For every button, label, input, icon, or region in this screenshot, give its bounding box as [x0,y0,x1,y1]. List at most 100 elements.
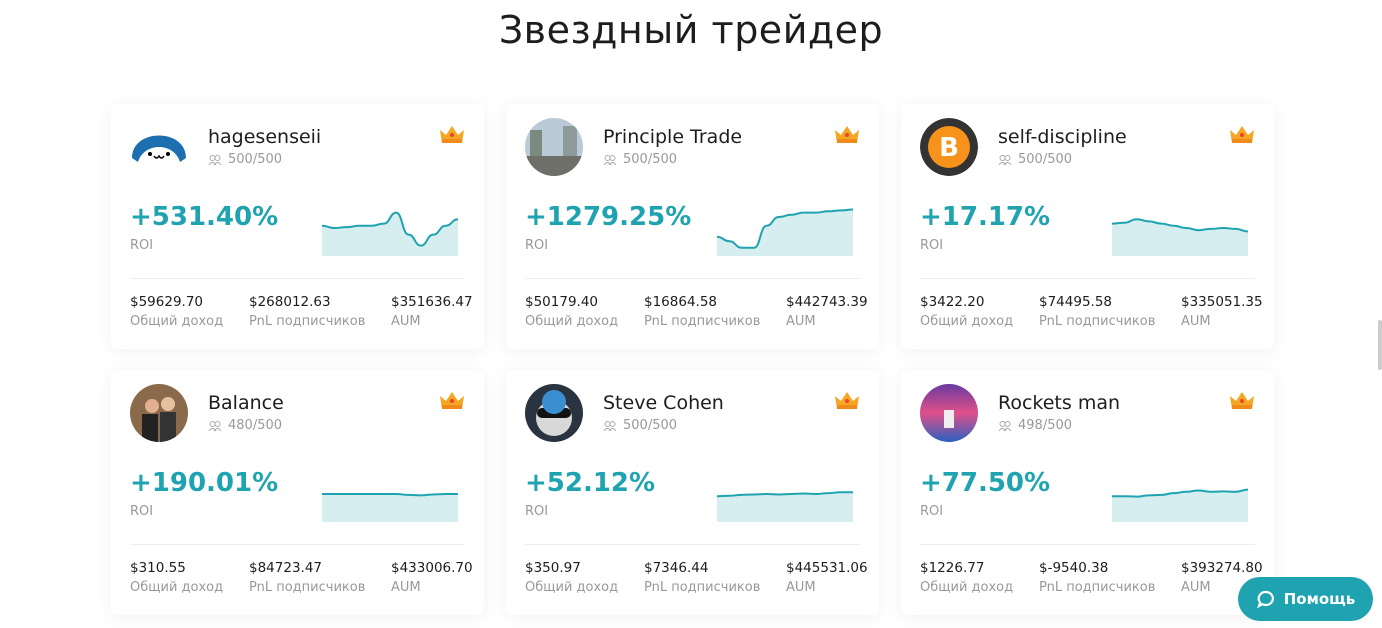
aum-value: $335051.35 [1181,294,1263,310]
roi-value: +190.01% [130,468,279,498]
sparkline-area [322,494,458,522]
users-icon [998,420,1012,431]
trader-card[interactable]: B self-discipline 500/500 +17.17% ROI $3… [901,104,1274,349]
aum-value: $442743.39 [786,294,868,310]
subscribers-count: 500/500 [208,152,282,167]
pnl-label: PnL подписчиков [644,580,761,595]
divider [525,278,860,279]
aum-label: AUM [1181,314,1211,329]
trader-card[interactable]: Principle Trade 500/500 +1279.25% ROI $5… [506,104,879,349]
trader-card[interactable]: Rockets man 498/500 +77.50% ROI $1226.77… [901,370,1274,615]
subscribers-count: 500/500 [998,152,1072,167]
avatar: B [920,118,978,176]
roi-sparkline [322,493,458,522]
income-label: Общий доход [130,314,224,329]
aum-value: $351636.47 [391,294,473,310]
trader-name[interactable]: self-discipline [998,126,1127,148]
pnl-stat: $7346.44 PnL подписчиков [644,560,760,595]
aum-stat: $442743.39 AUM [786,294,868,329]
roi-sparkline [1112,488,1248,522]
divider [920,544,1255,545]
users-icon [208,420,222,431]
help-button[interactable]: Помощь [1238,577,1373,621]
pnl-label: PnL подписчиков [249,580,366,595]
subs-value: 500/500 [1018,152,1073,167]
crown-icon [440,126,464,143]
scrollbar[interactable] [1378,320,1382,370]
income-stat: $310.55 Общий доход [130,560,223,595]
roi-sparkline [1112,218,1248,256]
subs-value: 500/500 [623,152,678,167]
subscribers-count: 500/500 [603,152,677,167]
roi-sparkline [322,211,458,256]
roi-label: ROI [920,504,944,519]
trader-name[interactable]: Rockets man [998,392,1121,414]
crown-icon [835,392,859,409]
page-title: Звездный трейдер [498,8,884,52]
avatar [130,384,188,442]
sparkline-line [1112,218,1248,233]
income-value: $50179.40 [525,294,599,310]
pnl-value: $268012.63 [249,294,331,310]
income-label: Общий доход [920,580,1014,595]
pnl-value: $-9540.38 [1039,560,1109,576]
crown-icon [1230,126,1254,143]
income-label: Общий доход [130,580,224,595]
trader-name[interactable]: Principle Trade [603,126,743,148]
avatar [525,118,583,176]
pnl-value: $16864.58 [644,294,718,310]
aum-stat: $393274.80 AUM [1181,560,1263,595]
income-value: $1226.77 [920,560,985,576]
income-value: $310.55 [130,560,186,576]
roi-label: ROI [525,238,549,253]
sparkline-area [1112,219,1248,256]
aum-label: AUM [391,580,421,595]
pnl-label: PnL подписчиков [1039,314,1156,329]
avatar [920,384,978,442]
subs-value: 500/500 [623,418,678,433]
income-label: Общий доход [525,580,619,595]
roi-value: +531.40% [130,202,279,232]
income-label: Общий доход [525,314,619,329]
subscribers-count: 500/500 [603,418,677,433]
income-stat: $3422.20 Общий доход [920,294,1013,329]
pnl-stat: $16864.58 PnL подписчиков [644,294,760,329]
subs-value: 480/500 [228,418,283,433]
income-stat: $1226.77 Общий доход [920,560,1013,595]
help-label: Помощь [1283,590,1356,608]
income-value: $3422.20 [920,294,985,310]
roi-label: ROI [130,238,154,253]
trader-name[interactable]: Balance [208,392,284,414]
income-stat: $59629.70 Общий доход [130,294,223,329]
trader-name[interactable]: hagesenseii [208,126,322,148]
sparkline-line [322,493,458,497]
pnl-stat: $268012.63 PnL подписчиков [249,294,365,329]
aum-value: $433006.70 [391,560,473,576]
pnl-label: PnL подписчиков [1039,580,1156,595]
sparkline-line [322,211,458,247]
divider [130,544,465,545]
aum-label: AUM [786,314,816,329]
trader-card[interactable]: hagesenseii 500/500 +531.40% ROI $59629.… [111,104,484,349]
divider [130,278,465,279]
chat-bubble-icon [1256,590,1274,609]
trader-card[interactable]: Steve Cohen 500/500 +52.12% ROI $350.97 О… [506,370,879,615]
aum-stat: $335051.35 AUM [1181,294,1263,329]
sparkline-area [717,492,853,522]
pnl-label: PnL подписчиков [644,314,761,329]
trader-name[interactable]: Steve Cohen [603,392,724,414]
aum-label: AUM [786,580,816,595]
pnl-value: $84723.47 [249,560,323,576]
aum-stat: $445531.06 AUM [786,560,868,595]
income-stat: $350.97 Общий доход [525,560,618,595]
subs-value: 498/500 [1018,418,1073,433]
roi-label: ROI [920,238,944,253]
trader-card[interactable]: Balance 480/500 +190.01% ROI $310.55 Общи… [111,370,484,615]
avatar [525,384,583,442]
pnl-stat: $-9540.38 PnL подписчиков [1039,560,1155,595]
roi-sparkline [717,208,853,256]
aum-stat: $433006.70 AUM [391,560,473,595]
roi-value: +52.12% [525,468,656,498]
pnl-stat: $84723.47 PnL подписчиков [249,560,365,595]
sparkline-line [1112,488,1248,498]
